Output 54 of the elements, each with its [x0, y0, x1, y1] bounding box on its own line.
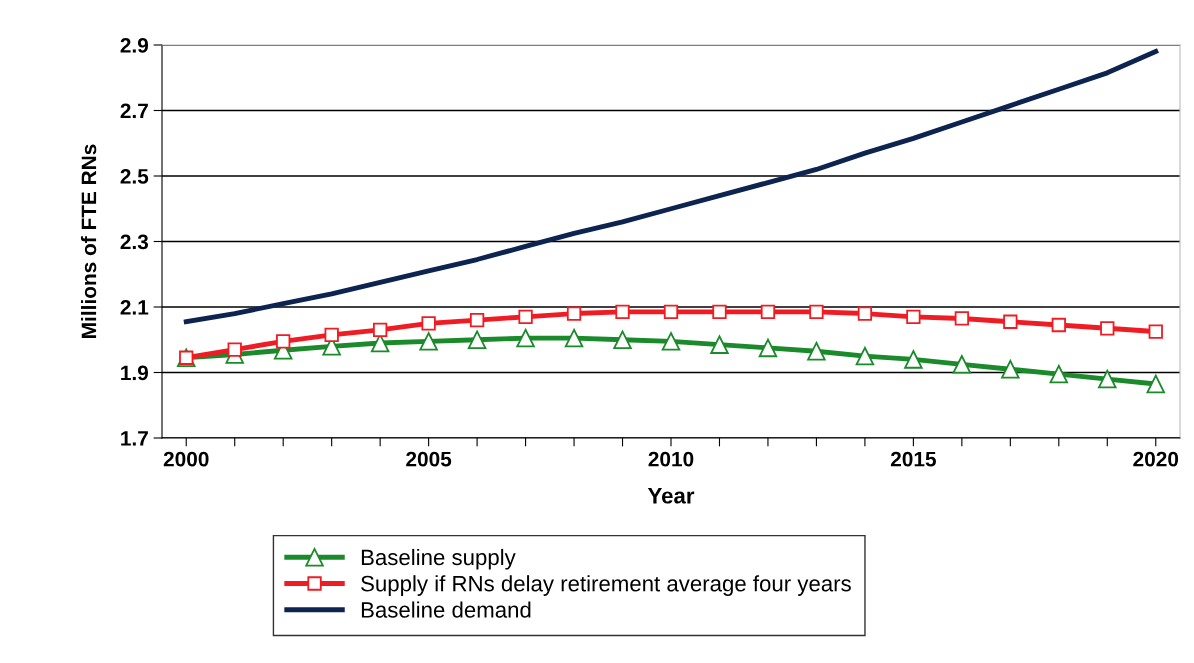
- legend-label: Baseline demand: [361, 601, 531, 618]
- x-tick-label: 2015: [890, 451, 936, 467]
- point: [758, 338, 778, 358]
- point: [954, 311, 970, 326]
- point: [1001, 359, 1020, 379]
- point: [1146, 374, 1166, 394]
- point: [1049, 364, 1069, 384]
- point: [419, 332, 438, 351]
- point: [661, 332, 681, 351]
- point: [566, 306, 582, 321]
- point: [663, 304, 679, 320]
- point: [372, 322, 388, 338]
- point: [615, 304, 630, 320]
- point: [467, 330, 487, 349]
- point: [952, 355, 972, 374]
- x-tick-label: 2020: [1133, 451, 1179, 467]
- point: [710, 335, 729, 354]
- point: [1003, 314, 1018, 329]
- point: [421, 316, 436, 331]
- point: [613, 330, 632, 349]
- y-tick-label: 2.3: [120, 234, 149, 250]
- y-tick-label: 2.5: [120, 169, 149, 184]
- point: [807, 341, 826, 361]
- point: [564, 328, 584, 348]
- point: [324, 327, 339, 342]
- y-tick-label: 1.7: [121, 431, 148, 446]
- point: [855, 346, 875, 366]
- legend-label: Baseline supply: [361, 548, 516, 570]
- point: [809, 304, 824, 320]
- point: [1098, 369, 1117, 389]
- point: [516, 328, 535, 348]
- point: [857, 306, 873, 321]
- x-tick-label: 2010: [648, 451, 694, 467]
- y-tick-label: 1.9: [121, 365, 149, 381]
- y-axis-title: Millions of FTE RNs: [80, 144, 97, 338]
- y-tick-label: 2.9: [120, 38, 149, 53]
- point: [906, 309, 921, 324]
- point: [1148, 324, 1163, 339]
- y-tick-label: 2.7: [120, 103, 148, 119]
- point: [469, 312, 485, 328]
- point: [1100, 321, 1115, 336]
- x-axis-title: Year: [647, 488, 695, 504]
- point: [712, 304, 727, 320]
- point: [276, 334, 291, 349]
- point: [518, 309, 533, 324]
- line-series: [183, 49, 1159, 325]
- x-tick-label: 2000: [163, 451, 209, 467]
- y-tick-label: 2.1: [120, 300, 149, 315]
- point: [227, 342, 242, 357]
- x-tick-label: 2005: [406, 451, 452, 467]
- point: [904, 350, 923, 369]
- point: [760, 304, 776, 320]
- legend-label: Supply if RNs delay retirement average four years: [361, 575, 851, 596]
- point: [1051, 317, 1066, 333]
